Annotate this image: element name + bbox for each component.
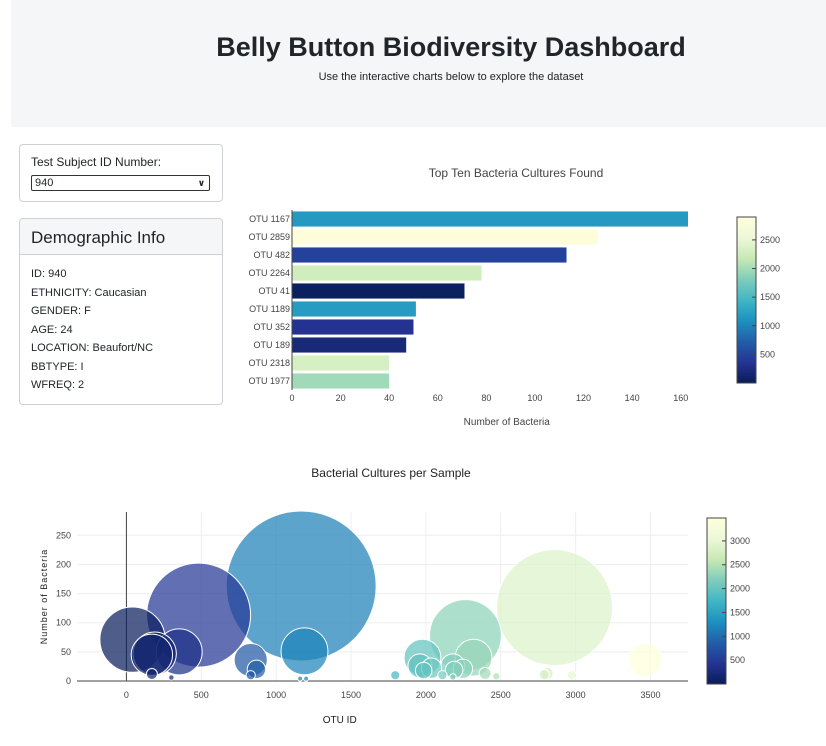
- bar-category-label: OTU 41: [258, 286, 290, 296]
- bar-x-tick-label: 0: [289, 393, 294, 403]
- bubble: [566, 670, 578, 681]
- bubble-x-tick-label: 500: [194, 690, 209, 700]
- demographic-info-body: ID: 940 ETHNICITY: Caucasian GENDER: F AGE:…: [20, 255, 222, 395]
- subject-selector-label: Test Subject ID Number:: [31, 155, 162, 169]
- bar-category-label: OTU 2264: [248, 268, 290, 278]
- demographic-info-card: Demographic Info ID: 940 ETHNICITY: Cauca…: [19, 218, 223, 405]
- colorbar-tick-label: 1000: [760, 321, 780, 331]
- bar-x-tick-label: 20: [336, 393, 346, 403]
- bar-x-tick-label: 140: [625, 393, 640, 403]
- bar-category-label: OTU 2859: [248, 232, 290, 242]
- bar-x-tick-label: 40: [384, 393, 394, 403]
- bubble-chart-title: Bacterial Cultures per Sample: [311, 466, 471, 480]
- colorbar-tick-label: 1500: [760, 292, 780, 302]
- colorbar-tick-label: 1000: [730, 631, 750, 641]
- subject-id-select[interactable]: 940 ∨: [31, 175, 210, 191]
- bubble: [496, 549, 614, 667]
- bar: [292, 355, 390, 371]
- bubble-x-tick-label: 0: [124, 690, 129, 700]
- bubble: [303, 675, 310, 682]
- bar: [292, 265, 482, 281]
- bar-category-label: OTU 482: [253, 250, 290, 260]
- bubble-x-tick-label: 3500: [641, 690, 661, 700]
- bubble-y-tick-label: 100: [56, 618, 71, 628]
- bar: [292, 337, 407, 353]
- bar: [292, 319, 414, 335]
- bar-category-label: OTU 189: [253, 340, 290, 350]
- colorbar: [706, 517, 727, 685]
- bubble: [449, 673, 457, 681]
- demographic-line: BBTYPE: I: [31, 360, 84, 373]
- bar-category-label: OTU 2318: [248, 358, 290, 368]
- colorbar-tick-label: 3000: [730, 536, 750, 546]
- bar: [292, 283, 465, 299]
- bubble-x-tick-label: 2500: [491, 690, 511, 700]
- bubble: [297, 675, 304, 682]
- demographic-line: AGE: 24: [31, 323, 73, 336]
- demographic-line: WFREQ: 2: [31, 379, 85, 391]
- bar: [292, 373, 390, 389]
- bar-category-label: OTU 1189: [249, 304, 290, 314]
- bubble: [245, 670, 256, 681]
- bar: [292, 229, 599, 245]
- header-banner: Belly Button Biodiversity Dashboard Use …: [11, 0, 826, 127]
- colorbar-tick-label: 500: [760, 349, 775, 359]
- bar: [292, 211, 688, 227]
- bubble-x-axis-label: OTU ID: [323, 715, 357, 726]
- bar: [292, 301, 416, 317]
- bubble: [414, 661, 433, 680]
- bubble-x-tick-label: 1500: [341, 690, 361, 700]
- page-subtitle: Use the interactive charts below to expl…: [318, 71, 584, 83]
- bubble: [145, 667, 158, 681]
- subject-selector-card: Test Subject ID Number: 940 ∨: [19, 144, 223, 202]
- colorbar-tick-label: 2000: [730, 584, 750, 594]
- demographic-line: GENDER: F: [31, 305, 91, 317]
- bubble-x-tick-label: 2000: [416, 690, 436, 700]
- bubble-y-tick-label: 150: [56, 589, 71, 599]
- bubble: [628, 642, 663, 678]
- bubble: [437, 670, 448, 681]
- colorbar-tick-label: 500: [730, 655, 745, 665]
- bubble: [478, 666, 492, 680]
- bar-x-axis-label: Number of Bacteria: [464, 417, 551, 428]
- colorbar-tick-label: 2000: [760, 264, 780, 274]
- bubble: [390, 670, 401, 681]
- bar-x-tick-label: 80: [481, 393, 491, 403]
- bubble: [538, 669, 550, 681]
- colorbar-tick-label: 2500: [760, 235, 780, 245]
- bubble-x-tick-label: 3000: [566, 690, 586, 700]
- demographic-info-title: Demographic Info: [20, 219, 222, 255]
- bubble: [492, 672, 501, 681]
- colorbar-tick-label: 1500: [730, 607, 750, 617]
- bubble: [280, 627, 329, 676]
- bubble-y-tick-label: 200: [56, 559, 71, 569]
- bar-x-tick-label: 160: [673, 393, 688, 403]
- bar-chart: Top Ten Bacteria Cultures Found OTU 1167 O…: [248, 166, 780, 428]
- subject-id-value: 940: [35, 177, 54, 189]
- bar-chart-title: Top Ten Bacteria Cultures Found: [429, 166, 604, 180]
- demographic-line: LOCATION: Beaufort/NC: [31, 342, 154, 354]
- bubble-y-tick-label: 250: [56, 530, 71, 540]
- bubble-y-axis-label: Number of Bacteria: [39, 549, 49, 645]
- colorbar: [736, 216, 757, 384]
- bar: [292, 247, 567, 263]
- demographic-line: ID: 940: [31, 268, 67, 280]
- chevron-down-icon: ∨: [197, 178, 205, 188]
- bar-x-tick-label: 60: [433, 393, 443, 403]
- bar-category-label: OTU 1167: [249, 214, 290, 224]
- bubble-x-tick-label: 1000: [266, 690, 286, 700]
- demographic-line: ETHNICITY: Caucasian: [31, 286, 147, 299]
- bar-category-label: OTU 352: [253, 322, 290, 332]
- bar-category-label: OTU 1977: [248, 376, 290, 386]
- bar-x-tick-label: 120: [576, 393, 591, 403]
- bubble: [168, 674, 175, 681]
- page-title: Belly Button Biodiversity Dashboard: [216, 32, 686, 62]
- bubble-y-tick-label: 0: [66, 676, 71, 686]
- bubble-y-tick-label: 50: [61, 647, 71, 657]
- bar-x-tick-label: 100: [527, 393, 542, 403]
- colorbar-tick-label: 2500: [730, 560, 750, 570]
